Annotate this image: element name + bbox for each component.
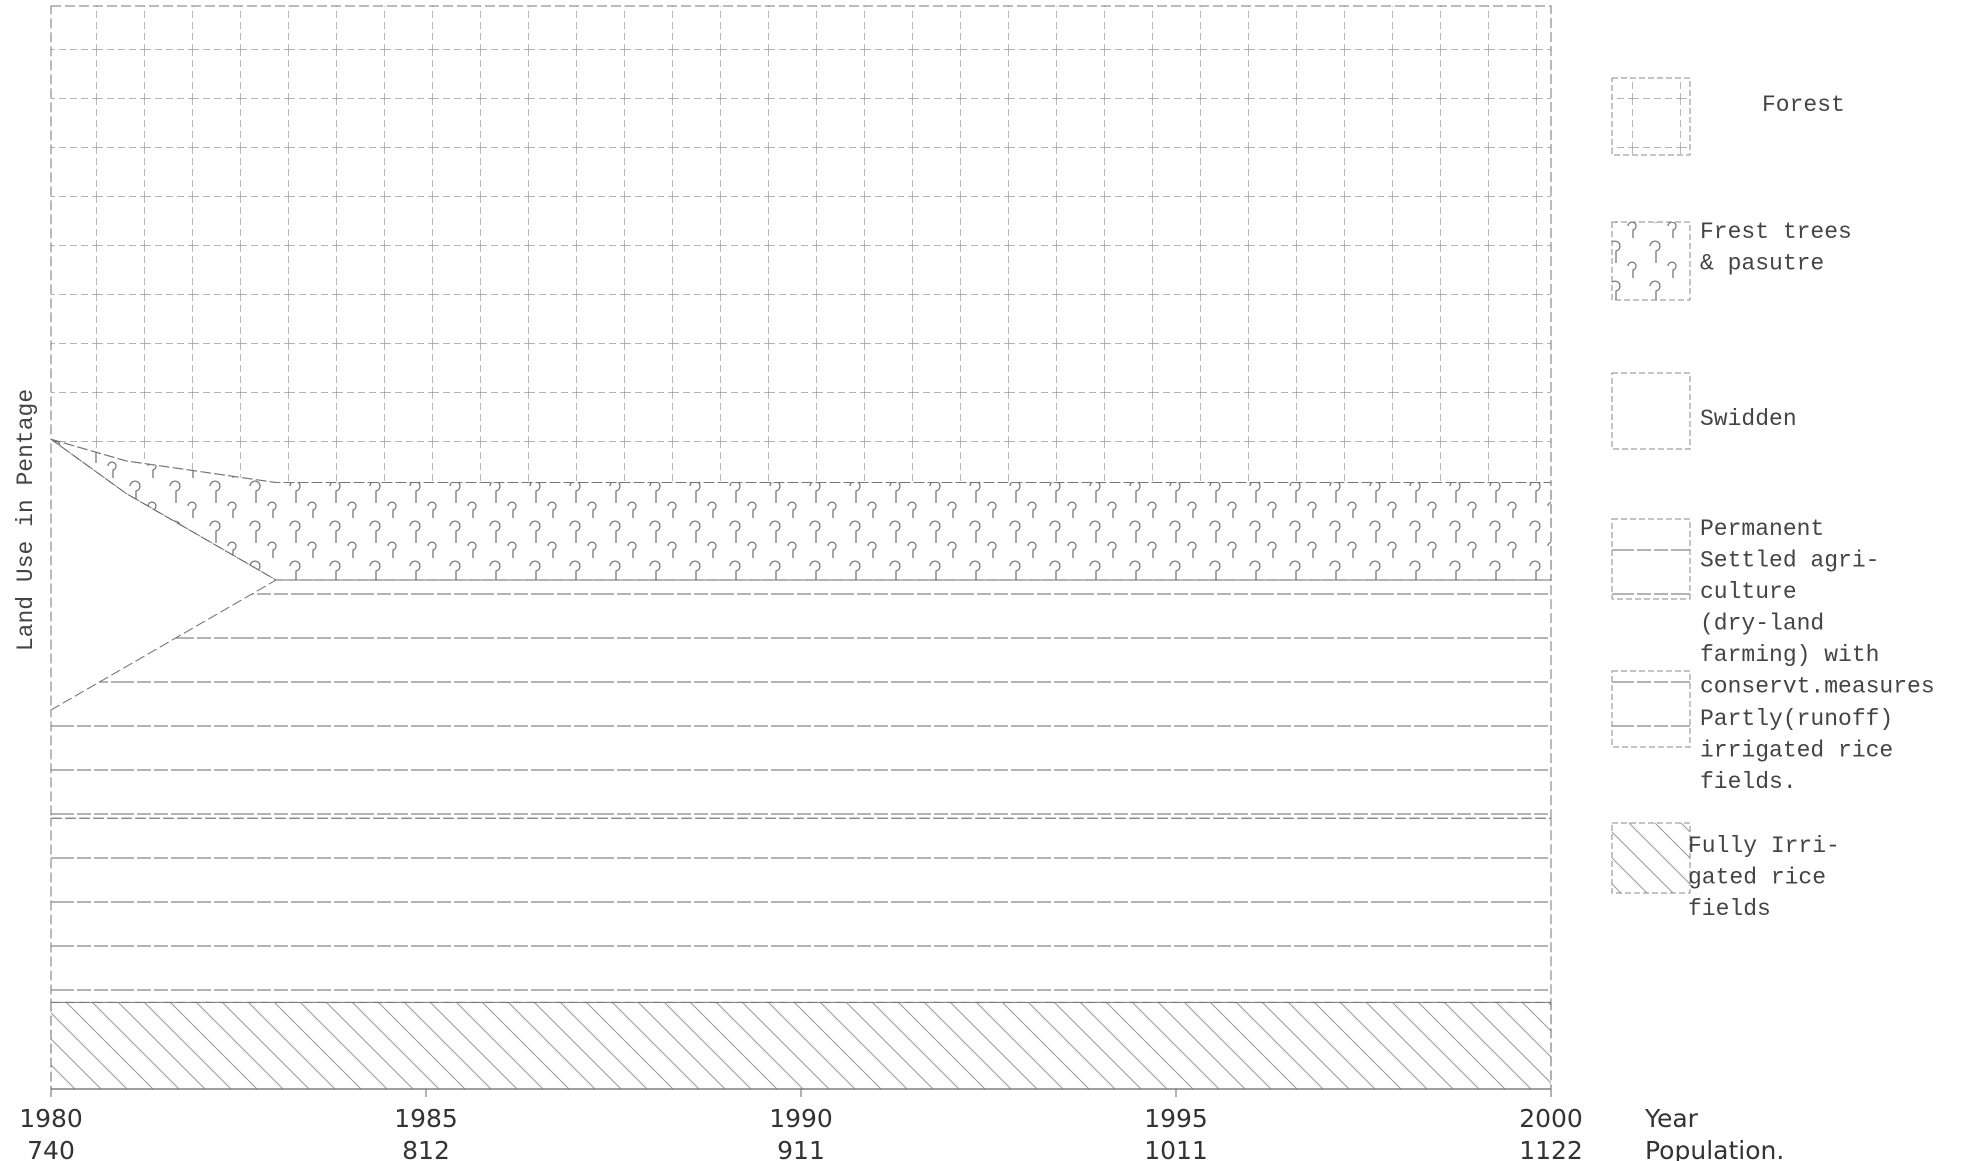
legend-swatch xyxy=(1611,518,1691,600)
area xyxy=(50,1001,1552,1090)
area xyxy=(50,5,1552,484)
legend: Fully Irri-gated rice fields Partly(runoff… xyxy=(1611,77,1935,922)
legend-swatch xyxy=(1611,77,1691,156)
legend-swatch xyxy=(1611,670,1691,748)
legend-swatch xyxy=(1611,822,1691,894)
legend-label: Fully Irri-gated rice fields xyxy=(1688,833,1840,922)
population-value: 1011 xyxy=(1144,1136,1208,1161)
legend-label: Frest trees & pasutre xyxy=(1700,219,1852,277)
x-axis-label: Year xyxy=(1644,1104,1699,1133)
population-value: 911 xyxy=(777,1136,825,1161)
x-tick-label: 1985 xyxy=(394,1104,458,1133)
area xyxy=(50,817,1552,1003)
x-tick-label: 1980 xyxy=(19,1104,83,1133)
x-tick-label: 2000 xyxy=(1519,1104,1583,1133)
x-tick-label: 1990 xyxy=(769,1104,833,1133)
legend-swatch xyxy=(1611,372,1691,450)
x-tick-label: 1995 xyxy=(1144,1104,1208,1133)
plot-area: 1980 740 1985 812 1990 911 1995 1011 2000 1122 xyxy=(19,5,1583,1161)
legend-label: Partly(runoff) irrigated rice fields. xyxy=(1700,706,1893,795)
legend-label: Forest xyxy=(1762,92,1845,118)
legend-label: Permanent Settled agri-culture (dry-land fa… xyxy=(1700,516,1935,700)
legend-label: Swidden xyxy=(1700,406,1797,432)
area xyxy=(50,579,1552,819)
legend-swatch xyxy=(1611,221,1691,301)
population-value: 740 xyxy=(27,1136,75,1161)
population-value: 1122 xyxy=(1519,1136,1583,1161)
population-label: Population. xyxy=(1645,1136,1784,1161)
y-axis-label: Land Use in Pentage xyxy=(13,389,39,651)
population-value: 812 xyxy=(402,1136,450,1161)
